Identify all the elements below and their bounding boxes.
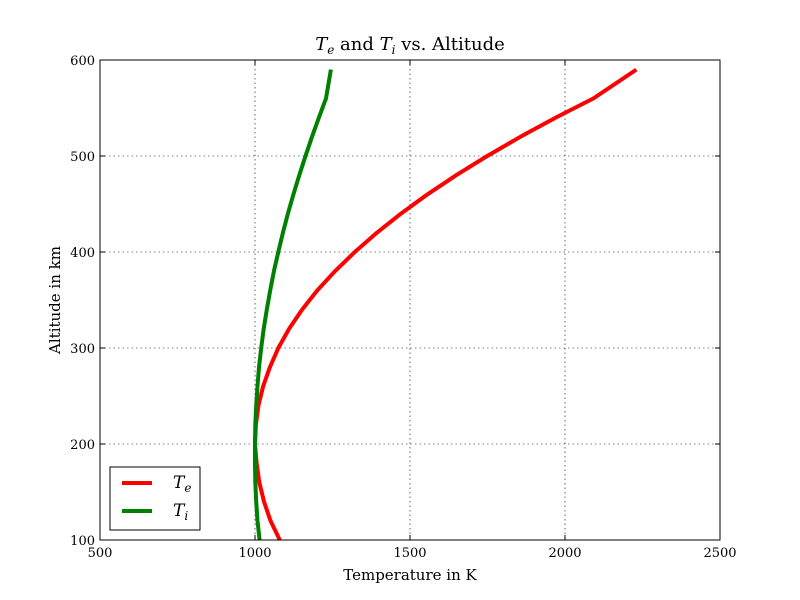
x-tick-label: 1500: [393, 546, 426, 561]
x-tick-label: 500: [88, 546, 113, 561]
series-line-ti: [253, 69, 333, 541]
ticks: 500 1000 1500 2000 2500 100 200 300 400 500 600: [70, 54, 736, 561]
title-te-subscript: e: [327, 43, 334, 57]
legend-label-ti: Ti: [173, 501, 188, 523]
legend: Te Ti: [109, 466, 201, 531]
title-rest: vs. Altitude: [395, 34, 504, 55]
legend-label-te: Te: [173, 473, 191, 495]
x-tick-label: 2500: [703, 546, 736, 561]
y-axis-label: Altitude in km: [46, 246, 64, 355]
title-ti-symbol: T: [380, 34, 394, 55]
x-axis-label: Temperature in K: [343, 566, 477, 584]
y-tick-label: 400: [70, 246, 95, 261]
y-tick-label: 500: [70, 150, 95, 165]
y-tick-label: 100: [70, 534, 95, 549]
title-te-symbol: T: [315, 34, 329, 55]
title-and: and: [334, 34, 379, 55]
x-tick-label: 2000: [548, 546, 581, 561]
grid: [100, 60, 720, 540]
series-layer: [253, 67, 638, 541]
title-ti-subscript: i: [392, 43, 396, 57]
legend-box: [109, 466, 201, 531]
y-tick-label: 200: [70, 438, 95, 453]
y-tick-label: 600: [70, 54, 95, 69]
x-tick-label: 1000: [238, 546, 271, 561]
chart-title: Te and Ti vs. Altitude: [315, 34, 505, 57]
y-tick-label: 300: [70, 342, 95, 357]
